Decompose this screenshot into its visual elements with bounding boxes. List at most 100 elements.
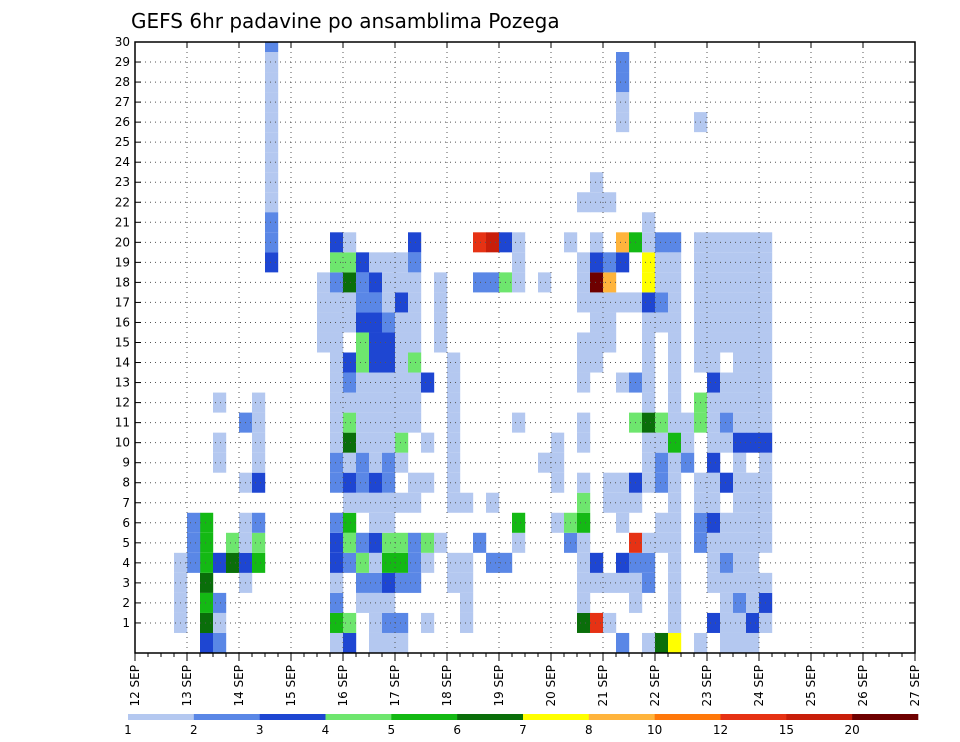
heat-cell [746,372,760,393]
heat-cell [668,552,682,573]
heat-cell [382,532,396,553]
x-tick-label: 12 SEP [128,665,142,707]
legend: 1 2 3 4 5 6 7 8 10 12 15 20 [124,714,919,737]
heat-cell [343,472,357,493]
heat-cell [343,312,357,333]
heat-cell [265,212,279,233]
heat-cell [616,472,630,493]
heat-cell [395,532,409,553]
heat-cell [486,232,500,253]
heat-cell [642,452,656,473]
heat-cell [603,332,617,353]
legend-swatch [128,714,195,720]
heat-cell [603,272,617,293]
heat-cell [408,392,422,413]
heat-cell [382,472,396,493]
heat-cell [265,42,279,53]
legend-swatch [523,714,590,720]
heat-cell [408,372,422,393]
heat-cell [720,512,734,533]
heat-cell [408,232,422,253]
heat-cell [330,352,344,373]
heat-cell [200,592,214,613]
heat-cell [382,412,396,433]
heat-cell [642,632,656,653]
heat-cell [356,492,370,513]
heat-cell [720,532,734,553]
heat-cell [382,352,396,373]
heat-cell [356,472,370,493]
heat-cell [707,292,721,313]
heat-cell [720,372,734,393]
heat-cell [395,312,409,333]
legend-label: 4 [322,723,330,737]
heat-cell [408,292,422,313]
heat-cell [642,392,656,413]
x-tick-label: 18 SEP [440,665,454,707]
heat-cell [668,392,682,413]
x-tick-label: 22 SEP [648,665,662,707]
heat-cell [590,172,604,193]
y-tick-label: 5 [122,536,130,550]
heat-cell [577,572,591,593]
heat-cell [707,452,721,473]
y-tick-label: 26 [115,115,130,129]
heat-cell [408,532,422,553]
heat-cell [538,452,552,473]
heat-cell [733,332,747,353]
heat-cell [486,492,500,513]
y-tick-label: 2 [122,596,130,610]
heat-cell [408,412,422,433]
y-tick-label: 7 [122,496,130,510]
heat-cell [707,492,721,513]
heat-cell [213,632,227,653]
heat-cell [720,632,734,653]
legend-label: 1 [124,723,132,737]
heat-cell [343,372,357,393]
heat-cell [668,572,682,593]
legend-label: 15 [779,723,794,737]
heat-cell [551,512,565,533]
heat-cell [707,412,721,433]
heat-cell [330,572,344,593]
x-tick-label: 20 SEP [544,665,558,707]
heat-cell [590,232,604,253]
heat-cell [616,92,630,113]
heat-cell [265,192,279,213]
heat-cell [642,532,656,553]
heat-cell [226,552,240,573]
heat-cell [616,232,630,253]
heat-cell [668,252,682,273]
heat-cell [746,392,760,413]
heat-cell [356,452,370,473]
heat-cell [668,232,682,253]
heat-cell [603,252,617,273]
x-tick-label: 23 SEP [700,665,714,707]
heat-cell [356,272,370,293]
heat-cell [343,292,357,313]
heat-cell [200,572,214,593]
heat-cell [356,292,370,313]
heat-cell [265,72,279,93]
y-tick-label: 3 [122,576,130,590]
heat-cell [668,612,682,633]
heat-cell [187,532,201,553]
heat-cell [668,492,682,513]
heat-cell [720,292,734,313]
heat-cell [720,312,734,333]
heat-cell [603,472,617,493]
heat-cell [330,552,344,573]
legend-label: 3 [256,723,264,737]
heat-cell [382,632,396,653]
legend-label: 5 [388,723,396,737]
heat-cell [512,272,526,293]
heat-cell [213,432,227,453]
y-tick-label: 20 [115,235,130,249]
heat-cell [343,532,357,553]
heat-cell [616,492,630,513]
heat-cell [395,572,409,593]
y-tick-label: 8 [122,476,130,490]
heat-cell [720,432,734,453]
heat-cell [330,592,344,613]
heat-cell [317,312,331,333]
